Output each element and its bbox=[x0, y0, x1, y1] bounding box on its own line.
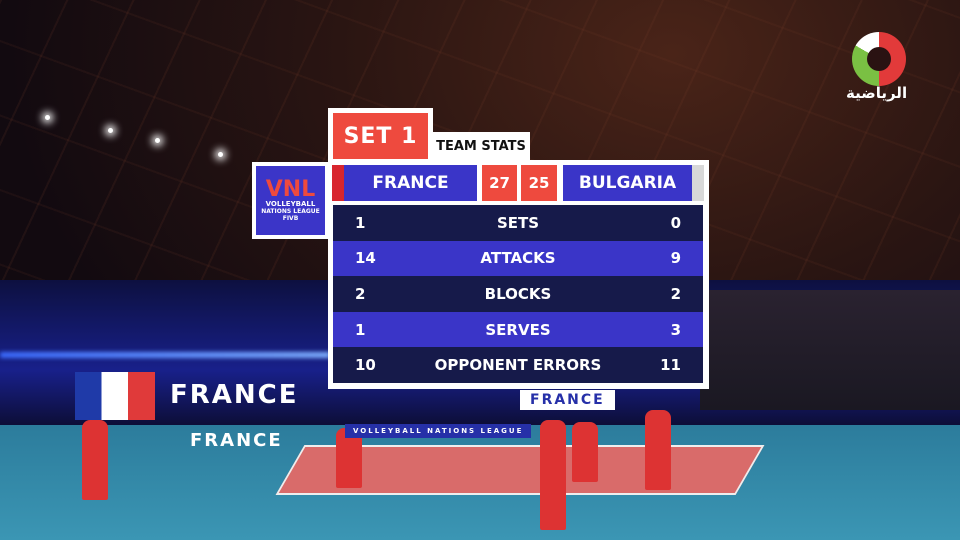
away-value: 2 bbox=[670, 284, 681, 303]
away-score: 25 bbox=[521, 165, 557, 201]
stat-row: 14 ATTACKS 9 bbox=[333, 240, 703, 277]
led-strip bbox=[0, 352, 330, 358]
logo-line: FIVB bbox=[282, 215, 299, 222]
stat-label: SETS bbox=[496, 213, 540, 232]
stat-row: 1 SETS 0 bbox=[333, 205, 703, 241]
player bbox=[645, 410, 671, 490]
away-value: 11 bbox=[660, 356, 681, 375]
stat-label: ATTACKS bbox=[480, 249, 556, 268]
vnl-board: VOLLEYBALL NATIONS LEAGUE bbox=[345, 424, 532, 438]
player bbox=[572, 422, 598, 482]
france-banner: FRANCE bbox=[170, 380, 299, 410]
stat-label: SERVES bbox=[485, 320, 551, 339]
france-banner: FRANCE bbox=[520, 390, 615, 410]
stat-label: BLOCKS bbox=[484, 284, 552, 303]
stat-label: OPPONENT ERRORS bbox=[434, 356, 602, 375]
player bbox=[336, 428, 362, 488]
arena-light bbox=[45, 115, 50, 120]
channel-logo-icon bbox=[852, 32, 906, 86]
arena-light bbox=[218, 152, 223, 157]
home-value: 1 bbox=[355, 213, 366, 232]
home-value: 1 bbox=[355, 320, 366, 339]
player bbox=[82, 420, 108, 500]
home-value: 14 bbox=[355, 249, 376, 268]
channel-name: الرياضية bbox=[846, 84, 908, 102]
logo-line: NATIONS LEAGUE bbox=[261, 208, 320, 215]
french-flag bbox=[75, 372, 155, 420]
away-team-name: BULGARIA bbox=[563, 165, 692, 201]
bulgaria-color-strip bbox=[692, 165, 704, 201]
stat-row: 1 SERVES 3 bbox=[333, 311, 703, 348]
home-value: 2 bbox=[355, 284, 366, 303]
arena-light bbox=[108, 128, 113, 133]
set-label: SET 1 bbox=[333, 113, 428, 159]
away-value: 9 bbox=[670, 249, 681, 268]
away-value: 0 bbox=[670, 213, 681, 232]
vnl-logo: VNL VOLLEYBALL NATIONS LEAGUE FIVB bbox=[252, 162, 329, 239]
stat-row: 10 OPPONENT ERRORS 11 bbox=[333, 347, 703, 383]
home-value: 10 bbox=[355, 356, 376, 375]
home-score: 27 bbox=[482, 165, 517, 201]
player bbox=[540, 420, 566, 530]
france-color-strip bbox=[332, 165, 344, 201]
stat-row: 2 BLOCKS 2 bbox=[333, 276, 703, 312]
stands bbox=[700, 290, 960, 410]
overlay-title: TEAM STATS bbox=[432, 132, 530, 160]
logo-line: VOLLEYBALL bbox=[265, 200, 316, 208]
arena-light bbox=[155, 138, 160, 143]
away-value: 3 bbox=[670, 320, 681, 339]
home-team-name: FRANCE bbox=[344, 165, 477, 201]
france-banner: FRANCE bbox=[190, 430, 283, 451]
stats-table: 1 SETS 0 14 ATTACKS 9 2 BLOCKS 2 1 SERVES 3 10 OP… bbox=[333, 205, 703, 383]
vnl-logo-text: VNL bbox=[265, 177, 316, 202]
